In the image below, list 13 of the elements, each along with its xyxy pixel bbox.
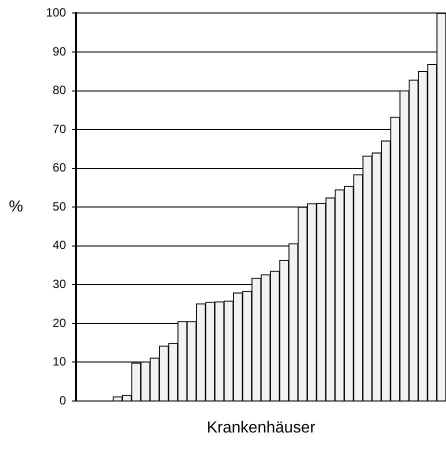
y-tick-label: 60: [52, 160, 66, 175]
y-tick-label: 80: [52, 83, 66, 98]
y-axis-title: %: [8, 198, 24, 216]
y-tick-label: 30: [52, 276, 66, 291]
y-tick-label: 40: [52, 238, 66, 252]
y-tick-label: 10: [52, 354, 66, 369]
y-tick-label: 70: [52, 122, 66, 136]
y-tick-label: 100: [46, 6, 66, 20]
x-axis-title: Krankenhäuser: [206, 419, 316, 436]
y-tick-label: 50: [52, 199, 66, 214]
y-tick-label: 0: [59, 393, 66, 408]
y-tick-label: 20: [52, 316, 66, 330]
y-tick-label: 90: [52, 44, 66, 58]
